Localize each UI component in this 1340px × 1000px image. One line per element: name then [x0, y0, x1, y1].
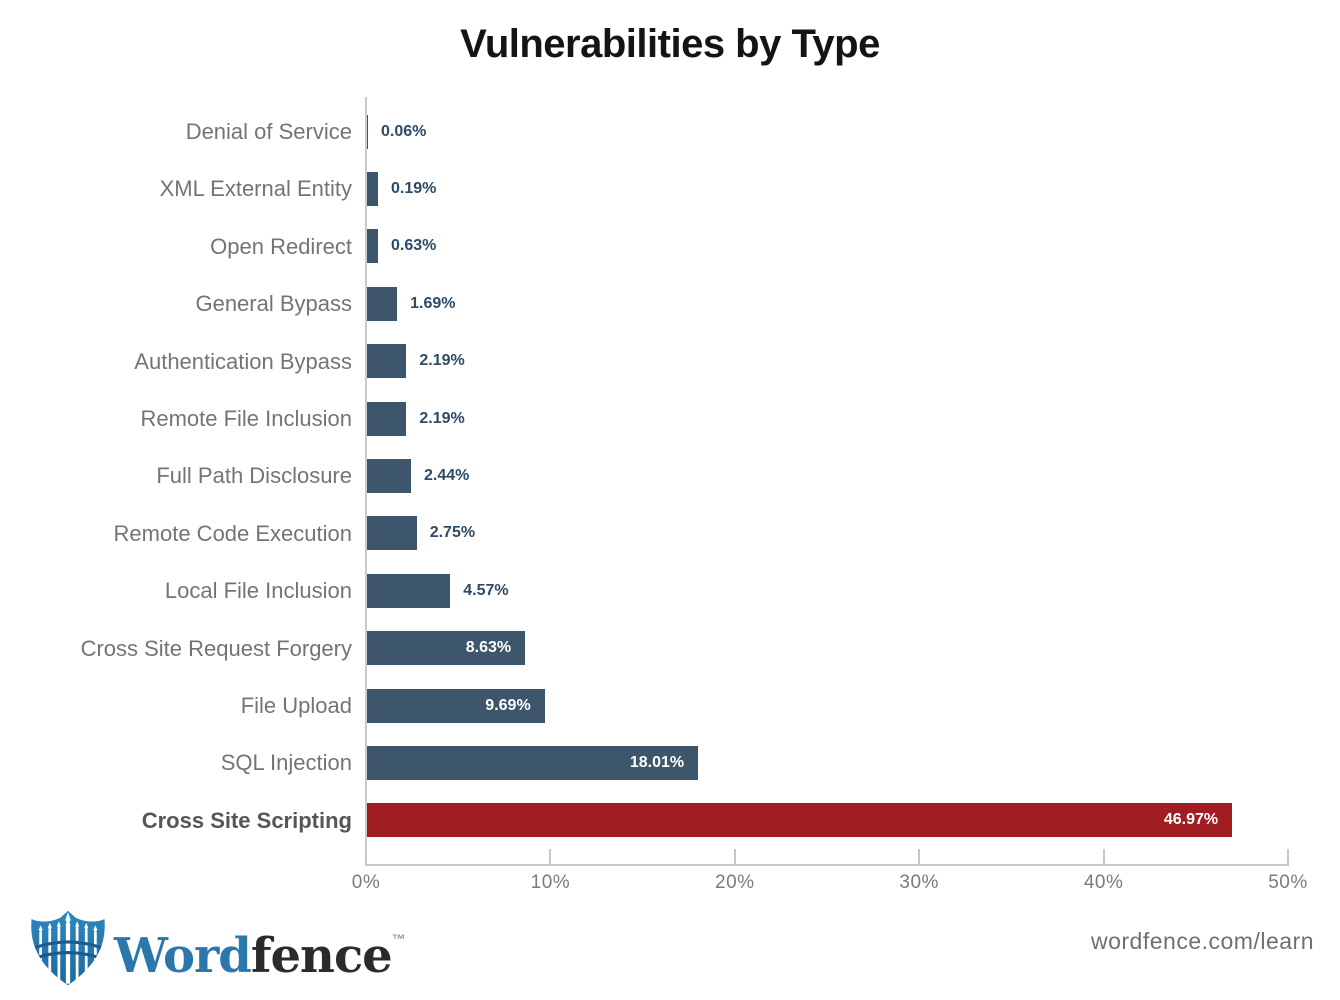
bar-row: Remote File Inclusion 2.19%	[0, 390, 1340, 447]
bar-row: Denial of Service 0.06%	[0, 103, 1340, 160]
bar	[366, 172, 378, 207]
bar-row: General Bypass 1.69%	[0, 275, 1340, 332]
category-label: File Upload	[240, 693, 352, 718]
bar-row: Full Path Disclosure 2.44%	[0, 447, 1340, 504]
value-label: 2.19%	[419, 352, 465, 370]
value-label: 0.06%	[381, 122, 427, 140]
axis-tick-label: 10%	[530, 872, 571, 893]
axis-tick-label: 20%	[715, 872, 755, 893]
bar-row: Authentication Bypass 2.19%	[0, 333, 1340, 390]
value-label: 9.69%	[485, 696, 531, 714]
footer-url: wordfence.com/learn	[1091, 928, 1314, 954]
value-label: 46.97%	[1163, 811, 1219, 829]
axis-tick-label: 40%	[1083, 872, 1124, 893]
wordfence-shield-icon	[31, 910, 105, 985]
axis-tick	[733, 849, 736, 864]
bar	[366, 344, 407, 379]
category-label: Cross Site Request Forgery	[80, 635, 352, 661]
bar-row: Cross Site Request Forgery 8.63%	[0, 620, 1340, 677]
category-label: Authentication Bypass	[134, 348, 352, 374]
bar-row: File Upload 9.69%	[0, 677, 1340, 734]
axis-tick	[549, 849, 552, 864]
bar	[366, 459, 411, 494]
bar	[366, 229, 378, 264]
bar	[366, 631, 526, 666]
chart-title: Vulnerabilities by Type	[460, 22, 880, 66]
value-label: 2.19%	[419, 409, 465, 427]
category-label: Remote Code Execution	[113, 520, 352, 546]
category-label: Full Path Disclosure	[156, 463, 352, 489]
wordfence-wordmark: Wordfence™	[114, 900, 406, 995]
axis-tick	[1102, 849, 1105, 864]
bar-row: Cross Site Scripting 46.97%	[0, 792, 1340, 849]
bar	[366, 401, 407, 436]
bar	[366, 688, 545, 723]
logo-fence: fence	[250, 928, 393, 984]
wordfence-logo: Wordfence™	[30, 900, 406, 995]
bar	[366, 573, 451, 608]
bar-row: XML External Entity 0.19%	[0, 160, 1340, 217]
value-label: 0.63%	[391, 237, 437, 255]
category-label: SQL Injection	[220, 750, 352, 776]
category-label: Cross Site Scripting	[141, 807, 352, 833]
bar	[366, 286, 398, 321]
bar-row: Remote Code Execution 2.75%	[0, 505, 1340, 562]
axis-tick	[918, 849, 921, 864]
axis-tick	[365, 849, 367, 864]
x-axis-line	[365, 864, 1289, 866]
value-label: 2.44%	[423, 467, 470, 485]
bar-highlighted	[366, 803, 1233, 838]
value-label: 18.01%	[629, 754, 685, 772]
bar-row: SQL Injection 18.01%	[0, 734, 1340, 791]
category-label: General Bypass	[195, 291, 352, 317]
bar	[366, 114, 368, 149]
y-axis-line	[365, 97, 367, 866]
value-label: 2.75%	[429, 524, 476, 542]
bar	[366, 516, 417, 551]
axis-tick	[1287, 849, 1289, 864]
logo-trademark: ™	[391, 931, 406, 947]
bar	[366, 746, 699, 781]
axis-tick-label: 0%	[351, 872, 381, 893]
value-label: 8.63%	[465, 639, 512, 657]
bar-row: Local File Inclusion 4.57%	[0, 562, 1340, 619]
category-label: Open Redirect	[210, 233, 352, 259]
value-label: 1.69%	[410, 294, 456, 312]
category-label: Remote File Inclusion	[140, 406, 352, 431]
category-label: Denial of Service	[185, 119, 352, 144]
value-label: 0.19%	[391, 180, 437, 198]
category-label: Local File Inclusion	[164, 578, 352, 604]
axis-tick-label: 30%	[899, 872, 939, 893]
axis-tick-label: 50%	[1268, 872, 1308, 893]
category-label: XML External Entity	[159, 176, 352, 202]
value-label: 4.57%	[463, 581, 509, 599]
logo-word: Word	[114, 928, 252, 984]
bar-row: Open Redirect 0.63%	[0, 218, 1340, 275]
